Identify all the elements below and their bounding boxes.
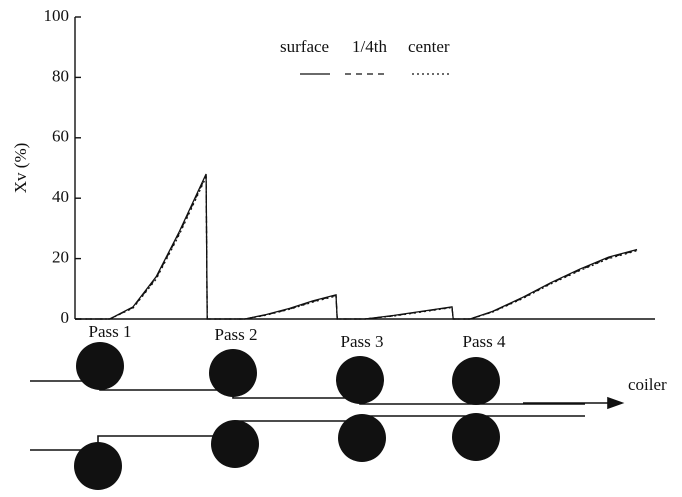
data-line bbox=[75, 173, 638, 320]
roll bbox=[338, 414, 386, 462]
roll bbox=[452, 357, 500, 405]
roll bbox=[209, 349, 257, 397]
diagram bbox=[30, 380, 625, 451]
coiler-label: coiler bbox=[628, 375, 667, 394]
y-tick-label: 100 bbox=[44, 6, 70, 25]
legend-label: 1/4th bbox=[352, 37, 387, 56]
legend-label: surface bbox=[280, 37, 329, 56]
pass-label: Pass 3 bbox=[341, 332, 384, 351]
strip-bottom bbox=[30, 415, 585, 451]
roll bbox=[336, 356, 384, 404]
legend-label: center bbox=[408, 37, 450, 56]
rolls bbox=[74, 342, 500, 490]
roll bbox=[76, 342, 124, 390]
data-line bbox=[75, 175, 638, 320]
arrow-head bbox=[607, 396, 625, 410]
roll bbox=[211, 420, 259, 468]
y-tick-label: 80 bbox=[52, 66, 69, 85]
pass-label: Pass 2 bbox=[215, 325, 258, 344]
y-tick-label: 40 bbox=[52, 187, 69, 206]
roll bbox=[452, 413, 500, 461]
pass-label: Pass 1 bbox=[89, 322, 132, 341]
y-tick-label: 0 bbox=[61, 308, 70, 327]
roll bbox=[74, 442, 122, 490]
data-line bbox=[75, 176, 638, 320]
pass-label: Pass 4 bbox=[463, 332, 506, 351]
y-tick-label: 60 bbox=[52, 127, 69, 146]
y-axis-label: Xv (%) bbox=[11, 143, 30, 194]
y-tick-label: 20 bbox=[52, 248, 69, 267]
